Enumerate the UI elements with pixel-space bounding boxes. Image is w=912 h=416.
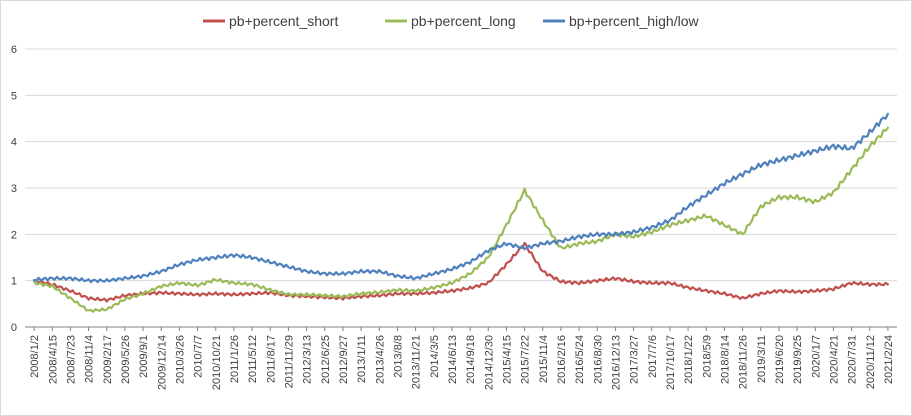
legend: pb+percent_short pb+percent_long bp+percen… — [203, 13, 699, 29]
y-tick-label: 5 — [11, 90, 17, 102]
y-tick-label: 3 — [11, 183, 17, 195]
x-axis-ticks: 2008/1/2 2008/4/15 2008/7/23 2008/11/4 2009/… — [29, 327, 895, 390]
x-tick-label: 2015/4/15 — [501, 335, 513, 384]
gridlines — [25, 48, 897, 282]
legend-label: pb+percent_long — [411, 13, 516, 29]
x-tick-label: 2014/12/30 — [483, 335, 495, 390]
x-tick-label: 2020/1/7 — [810, 335, 822, 378]
series-line-2 — [32, 112, 890, 284]
x-tick-label: 2018/8/14 — [719, 335, 731, 384]
legend-label: bp+percent_high/low — [569, 13, 699, 29]
x-tick-label: 2009/9/1 — [138, 335, 150, 378]
x-tick-label: 2017/10/17 — [665, 335, 677, 390]
x-tick-label: 2013/1/11 — [356, 335, 368, 383]
series-lines — [32, 112, 890, 313]
x-tick-label: 2017/7/6 — [647, 335, 659, 378]
series-line-0 — [32, 241, 890, 303]
series-line-1 — [32, 126, 890, 313]
x-tick-label: 2008/1/2 — [29, 335, 41, 378]
x-tick-label: 2020/7/31 — [847, 335, 859, 384]
x-tick-label: 2008/7/23 — [65, 335, 77, 384]
x-tick-label: 2014/9/18 — [465, 335, 477, 384]
x-tick-label: 2009/2/17 — [102, 335, 114, 384]
x-tick-label: 2020/4/21 — [828, 335, 840, 384]
x-tick-label: 2011/5/12 — [247, 335, 259, 383]
x-tick-label: 2011/11/29 — [283, 335, 295, 388]
x-tick-label: 2012/3/13 — [302, 335, 314, 384]
x-tick-label: 2010/10/21 — [211, 335, 223, 390]
x-tick-label: 2009/12/14 — [156, 335, 168, 390]
x-tick-label: 2016/12/13 — [610, 335, 622, 390]
x-tick-label: 2018/11/26 — [738, 335, 750, 389]
x-tick-label: 2008/4/15 — [47, 335, 59, 384]
x-tick-label: 2021/2/24 — [883, 335, 895, 384]
y-tick-label: 1 — [11, 276, 17, 288]
x-tick-label: 2014/3/5 — [429, 335, 441, 378]
x-tick-label: 2018/1/22 — [683, 335, 695, 384]
y-tick-label: 6 — [11, 44, 17, 56]
x-tick-label: 2017/3/27 — [629, 335, 641, 384]
legend-label: pb+percent_short — [229, 13, 338, 29]
x-tick-label: 2019/6/20 — [774, 335, 786, 384]
x-tick-label: 2011/8/17 — [265, 335, 277, 383]
x-tick-label: 2013/8/8 — [392, 335, 404, 378]
y-tick-label: 2 — [11, 229, 17, 241]
x-tick-label: 2011/1/26 — [229, 335, 241, 383]
x-tick-label: 2014/6/13 — [447, 335, 459, 384]
x-tick-label: 2016/2/16 — [556, 335, 568, 384]
y-tick-label: 4 — [11, 137, 17, 149]
x-tick-label: 2008/11/4 — [84, 335, 96, 383]
x-tick-label: 2019/3/11 — [756, 335, 768, 383]
x-tick-label: 2009/5/26 — [120, 335, 132, 384]
x-tick-label: 2012/9/27 — [338, 335, 350, 384]
y-axis-ticks: 0 1 2 3 4 5 6 — [11, 44, 17, 334]
x-tick-label: 2013/11/21 — [411, 335, 423, 389]
x-tick-label: 2012/6/25 — [320, 335, 332, 384]
x-tick-label: 2013/4/26 — [374, 335, 386, 384]
y-tick-label: 0 — [11, 322, 17, 334]
x-tick-label: 2020/11/12 — [865, 335, 877, 389]
x-tick-label: 2010/3/26 — [174, 335, 186, 384]
x-tick-label: 2015/11/4 — [538, 335, 550, 383]
x-tick-label: 2010/7/7 — [193, 335, 205, 378]
x-tick-label: 2015/7/22 — [520, 335, 532, 384]
x-tick-label: 2016/5/24 — [574, 335, 586, 384]
x-tick-label: 2019/9/25 — [792, 335, 804, 384]
x-tick-label: 2018/5/9 — [701, 335, 713, 378]
x-tick-label: 2016/8/30 — [592, 335, 604, 384]
